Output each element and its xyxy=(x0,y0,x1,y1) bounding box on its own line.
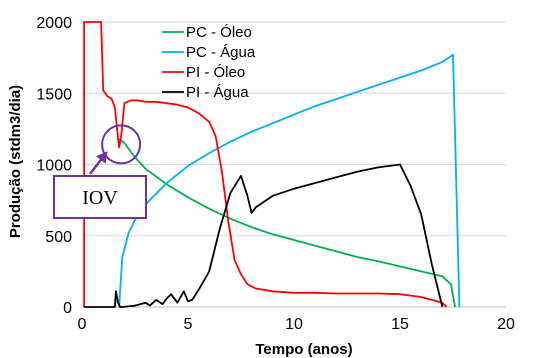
y-axis-title: Produção (stdm3/dia) xyxy=(7,85,24,238)
legend-label: PC - Óleo xyxy=(186,24,252,41)
iov-arrowhead xyxy=(96,151,108,164)
x-tick-label: 10 xyxy=(285,316,303,333)
iov-callout-box xyxy=(53,175,147,219)
legend-label: PI - Óleo xyxy=(186,64,245,81)
x-tick-label: 20 xyxy=(497,316,515,333)
iov-annotation: IOV xyxy=(53,124,147,219)
legend-label: PI - Água xyxy=(186,84,249,101)
x-tick-label: 15 xyxy=(391,316,409,333)
y-tick-labels: 0 500 1000 1500 2000 xyxy=(36,15,72,317)
grid-lines xyxy=(82,21,506,237)
series-line-4 xyxy=(84,163,444,308)
iov-highlight-circle xyxy=(101,124,142,165)
x-tick-label: 5 xyxy=(184,316,193,333)
y-tick-label: 1000 xyxy=(36,158,72,175)
y-tick-label: 500 xyxy=(45,229,72,246)
x-tick-label: 0 xyxy=(78,316,87,333)
iov-callout-label: IOV xyxy=(82,187,118,209)
series-line-3 xyxy=(83,21,448,308)
series-line-1 xyxy=(118,138,456,308)
x-tick-labels: 0 5 10 15 20 xyxy=(78,316,515,333)
legend: PC - Óleo PC - Água PI - Óleo PI - Água xyxy=(162,24,256,101)
y-tick-label: 2000 xyxy=(36,15,72,32)
legend-label: PC - Água xyxy=(186,44,256,61)
y-tick-label: 1500 xyxy=(36,86,72,103)
x-axis-title: Tempo (anos) xyxy=(255,341,352,358)
y-tick-label: 0 xyxy=(63,300,72,317)
